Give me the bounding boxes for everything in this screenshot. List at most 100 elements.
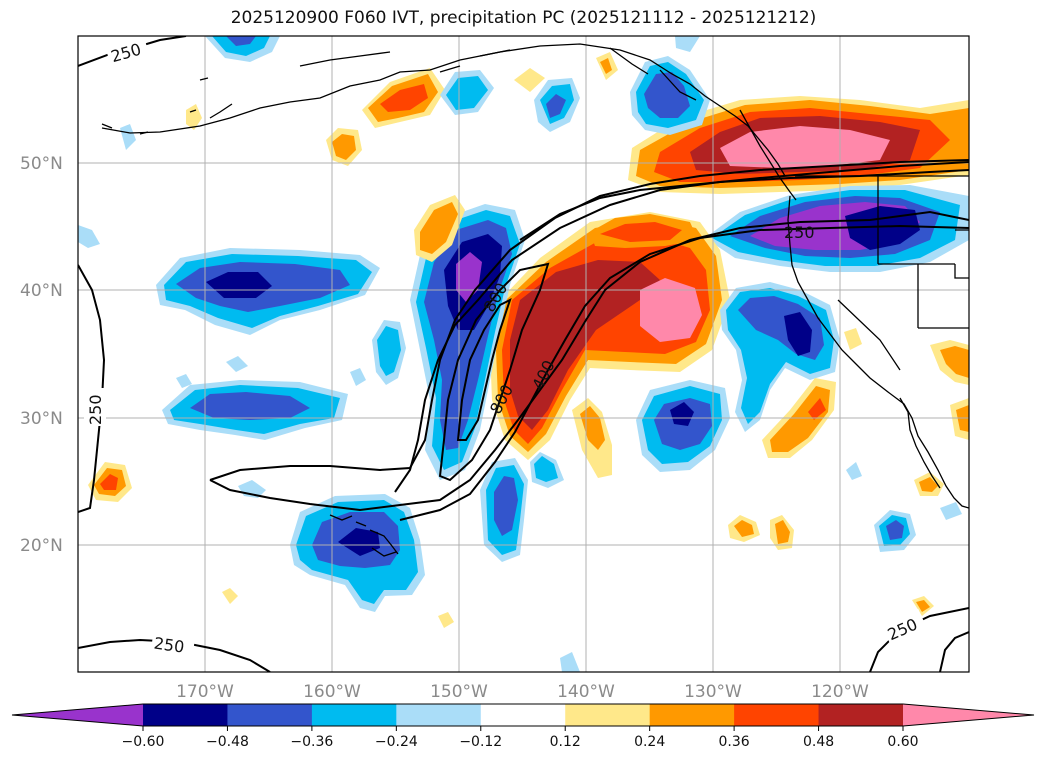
precip-blob xyxy=(212,36,270,56)
precip-blob xyxy=(600,58,612,74)
state-lines xyxy=(837,176,969,371)
colorbar-swatch xyxy=(227,704,313,726)
colorbar-tick-label: −0.60 xyxy=(122,734,165,750)
precip-blob xyxy=(514,68,545,92)
lat-label-50n: 50°N xyxy=(20,154,63,174)
lon-label-140w: 140°W xyxy=(557,682,615,702)
precip-blob xyxy=(640,278,702,342)
colorbar-tick-label: 0.12 xyxy=(550,734,581,750)
precip-blob xyxy=(332,134,356,160)
colorbar-tick-label: 0.60 xyxy=(887,734,918,750)
precip-blob xyxy=(380,84,428,112)
us-west-coastline xyxy=(787,195,969,509)
contour-800 xyxy=(438,262,550,482)
precip-blob xyxy=(78,225,100,248)
precip-blob xyxy=(226,356,248,372)
precip-blob xyxy=(734,520,754,537)
contour-ne-upper xyxy=(519,161,969,241)
contour-label-250: 250 xyxy=(86,394,105,425)
map-frame xyxy=(77,35,970,673)
precip-blob xyxy=(916,600,930,612)
contour-label-250: 250 xyxy=(784,223,815,242)
colorbar-tick-label: −0.48 xyxy=(206,734,249,750)
colorbar-tick-label: −0.36 xyxy=(290,734,333,750)
precip-blob xyxy=(438,612,454,628)
precip-blob xyxy=(226,36,256,46)
contour-400 xyxy=(394,169,969,493)
precip-blob xyxy=(784,312,812,356)
precip-blob xyxy=(186,104,202,130)
colorbar-tick-label: −0.24 xyxy=(375,734,418,750)
colorbar-swatch xyxy=(143,704,228,726)
colorbar-swatch xyxy=(396,704,482,726)
colorbar-tick-label: 0.24 xyxy=(634,734,665,750)
contour-800-inner xyxy=(456,298,512,441)
precip-blob xyxy=(446,76,488,110)
precip-fill-layer xyxy=(78,36,969,672)
bc-coastline xyxy=(739,109,797,201)
precip-blob xyxy=(720,126,890,168)
precip-blob xyxy=(808,398,826,420)
contour-250-main-lower xyxy=(209,210,969,512)
colorbar-extend-low xyxy=(12,704,143,726)
gridlines xyxy=(78,36,969,672)
precip-blob xyxy=(919,477,938,492)
lat-label-40n: 40°N xyxy=(20,281,63,301)
colorbar-tick-label: 0.48 xyxy=(803,734,834,750)
precip-blob xyxy=(845,206,920,250)
aleutian-islands xyxy=(101,77,209,135)
colorbar-swatch xyxy=(565,704,651,726)
precip-blob xyxy=(846,462,862,480)
precip-blob xyxy=(546,94,566,118)
precip-blob xyxy=(770,386,830,452)
contour-label-250: 250 xyxy=(153,634,186,657)
lon-label-130w: 130°W xyxy=(684,682,742,702)
lon-label-170w: 170°W xyxy=(176,682,234,702)
ivt-contours xyxy=(78,36,969,672)
colorbar-swatch xyxy=(480,704,566,726)
precip-blob xyxy=(420,202,458,254)
precip-blob xyxy=(670,402,694,426)
contour-250-se-inner xyxy=(939,631,969,672)
precip-blob xyxy=(886,520,904,540)
precip-blob xyxy=(940,346,969,378)
precip-blob xyxy=(494,476,518,536)
precip-blob xyxy=(350,368,366,386)
colorbar-extend-high xyxy=(903,704,1034,726)
colorbar-swatch xyxy=(311,704,397,726)
precip-blob xyxy=(338,528,380,556)
alaska-coastline xyxy=(101,43,786,177)
colorbar-tick-label: 0.36 xyxy=(719,734,750,750)
colorbar: −0.60 −0.48 −0.36 −0.24 −0.12 0.12 0.24 0.36 0.4… xyxy=(11,703,1035,750)
baja-coastline xyxy=(899,397,941,489)
precip-blob xyxy=(222,588,238,604)
lat-label-30n: 30°N xyxy=(20,409,63,429)
colorbar-tick-label: −0.12 xyxy=(459,734,502,750)
lon-label-120w: 120°W xyxy=(811,682,869,702)
lon-label-150w: 150°W xyxy=(430,682,488,702)
contour-250-main xyxy=(209,159,969,481)
hawaii-islands xyxy=(329,514,399,557)
map-area: 250 250 250 250 250 800 800 400 xyxy=(78,36,969,672)
precip-blob xyxy=(100,474,118,490)
lat-label-20n: 20°N xyxy=(20,536,63,556)
longitude-labels: 170°W 160°W 150°W 140°W 130°W 120°W xyxy=(176,682,869,702)
precip-blob xyxy=(560,652,580,672)
precip-blob xyxy=(600,222,682,242)
precip-blob xyxy=(176,374,192,388)
precip-blob xyxy=(206,272,272,298)
precip-blob xyxy=(510,260,660,430)
map-title: 2025120900 F060 IVT, precipitation PC (2… xyxy=(230,8,817,28)
alaska-inlets xyxy=(209,47,697,119)
latitude-labels: 50°N 40°N 30°N 20°N xyxy=(20,154,63,556)
precip-blob xyxy=(190,392,310,420)
precip-blob xyxy=(940,502,962,520)
precip-blob xyxy=(775,520,790,544)
precip-blob xyxy=(120,124,136,150)
precip-blob xyxy=(644,72,690,118)
precip-blob xyxy=(534,456,558,482)
contour-400-lower xyxy=(399,224,969,521)
colorbar-swatch xyxy=(649,704,735,726)
precip-blob xyxy=(675,36,700,52)
